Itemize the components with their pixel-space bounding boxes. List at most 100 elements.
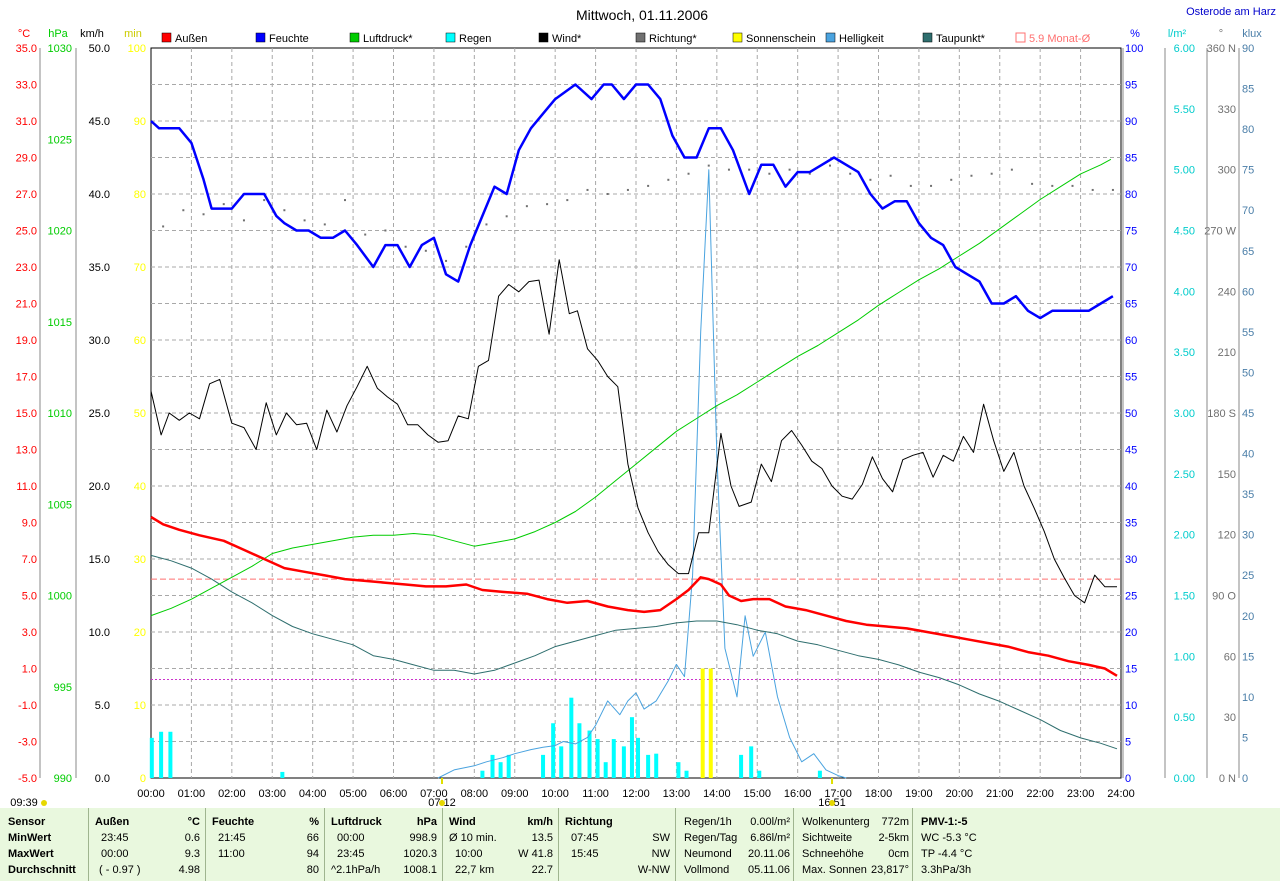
x-tick-label: 03:00 (258, 788, 286, 800)
point-richtung (626, 188, 629, 191)
point-richtung (344, 199, 346, 202)
axis-tick-rain: 1.50 (1174, 591, 1195, 603)
axis-tick-hum: 0 (1125, 773, 1131, 785)
bar-regen (559, 746, 564, 778)
axis-tick-temp: 5.0 (22, 591, 37, 603)
axis-tick-wind: 30.0 (89, 335, 110, 347)
stats-value: 22.7 (531, 864, 553, 876)
point-richtung (323, 223, 326, 226)
stats-value: 1008.1 (403, 864, 437, 876)
stats-value: 80 (306, 864, 319, 876)
stats-unit: km/h (527, 816, 553, 828)
stats-label: Neumond (684, 848, 732, 860)
stats-header: Wind (449, 816, 476, 828)
legend-label: 5.9 Monat-Ø (1029, 33, 1091, 45)
legend-swatch (635, 32, 646, 43)
axis-tick-lux: 85 (1242, 84, 1254, 96)
legend-swatch (445, 32, 456, 43)
stats-value: 4.98 (178, 864, 200, 876)
stats-value: 0.6 (184, 832, 200, 844)
sun-marker (831, 778, 834, 784)
axis-tick-hum: 25 (1125, 591, 1137, 603)
legend-swatch (922, 32, 933, 43)
point-richtung (505, 215, 508, 218)
bar-regen (629, 717, 634, 778)
point-richtung (727, 168, 730, 171)
stats-value: 9.3 (184, 848, 200, 860)
stats-header: PMV-1:-5 (921, 816, 968, 828)
axis-tick-wind: 45.0 (89, 116, 110, 128)
axis-tick-temp: -1.0 (18, 700, 37, 712)
x-tick-label: 05:00 (339, 788, 367, 800)
stats-value: 66 (306, 832, 319, 844)
axis-tick-hum: 55 (1125, 372, 1137, 384)
axis-tick-temp: 7.0 (22, 554, 37, 566)
axis-tick-lux: 0 (1242, 773, 1248, 785)
legend-label: Wind* (552, 33, 582, 45)
axis-tick-min: 20 (134, 627, 146, 639)
point-richtung (808, 172, 811, 175)
axis-tick-temp: 11.0 (16, 481, 37, 493)
bar-regen (636, 737, 641, 778)
stats-time: 10:00 (455, 848, 483, 860)
stats-pmv: PMV-1:-5 WC -5.3 °C TP -4.4 °C 3.3hPa/3h (912, 808, 1280, 881)
axis-tick-temp: 17.0 (16, 372, 37, 384)
axis-tick-lux: 55 (1242, 327, 1254, 339)
point-richtung (950, 178, 953, 181)
axis-tick-temp: 25.0 (16, 226, 37, 238)
point-richtung (970, 174, 973, 177)
axis-tick-press: 1000 (48, 591, 72, 603)
point-richtung (1111, 188, 1114, 191)
bar-regen (757, 770, 762, 778)
axis-tick-wind: 50.0 (89, 43, 110, 55)
stats-value: 0.00l/m² (750, 816, 790, 828)
axis-tick-hum: 45 (1125, 445, 1137, 457)
series-line-feuchte (150, 83, 1114, 320)
point-richtung (445, 259, 448, 262)
point-richtung (667, 178, 670, 181)
point-richtung (525, 205, 528, 208)
axis-tick-lux: 75 (1242, 165, 1254, 177)
bar-regen (149, 737, 154, 778)
axis-tick-lux: 60 (1242, 286, 1254, 298)
point-richtung (546, 203, 549, 206)
axis-tick-wind: 25.0 (89, 408, 110, 420)
axis-tick-press: 990 (54, 773, 72, 785)
axis-tick-temp: 3.0 (22, 627, 37, 639)
axis-tick-press: 1030 (48, 43, 72, 55)
x-tick-label: 10:00 (541, 788, 569, 800)
axis-tick-hum: 80 (1125, 189, 1137, 201)
point-richtung (990, 172, 993, 175)
point-richtung (404, 245, 407, 248)
bar-regen (684, 770, 689, 778)
point-richtung (748, 168, 751, 171)
axis-tick-rain: 2.50 (1174, 469, 1195, 481)
stats-value: 20.11.06 (747, 848, 790, 860)
axis-tick-hum: 30 (1125, 554, 1137, 566)
axis-tick-wind: 0.0 (95, 773, 110, 785)
stats-value: 6.86l/m² (750, 832, 790, 844)
axis-tick-rain: 2.00 (1174, 530, 1195, 542)
x-tick-label: 20:00 (946, 788, 974, 800)
axis-tick-hum: 100 (1125, 43, 1143, 55)
axis-tick-rain: 0.50 (1174, 712, 1195, 724)
stats-header: Richtung (565, 816, 613, 828)
stats-time: ( - 0.97 ) (99, 864, 141, 876)
axis-tick-lux: 5 (1242, 732, 1248, 744)
legend: Außen Feuchte Luftdruck* Regen Wind* Richtung… (161, 32, 1091, 45)
axis-tick-hum: 20 (1125, 627, 1137, 639)
stats-value: 0cm (888, 848, 909, 860)
axis-tick-min: 50 (134, 408, 146, 420)
sun-icon (829, 800, 836, 806)
stats-time: Ø 10 min. (449, 832, 497, 844)
x-tick-label: 17:00 (824, 788, 852, 800)
x-tick-label: 04:00 (299, 788, 327, 800)
axis-tick-dir: 360 N (1207, 43, 1236, 55)
axis-tick-wind: 15.0 (89, 554, 110, 566)
stats-header: Sensor (8, 816, 46, 828)
axis-tick-min: 60 (134, 335, 146, 347)
axis-tick-hum: 65 (1125, 299, 1137, 311)
stats-value: 1020.3 (403, 848, 437, 860)
axis-tick-dir: 270 W (1204, 226, 1236, 238)
series-line-luftdruck (150, 158, 1112, 617)
